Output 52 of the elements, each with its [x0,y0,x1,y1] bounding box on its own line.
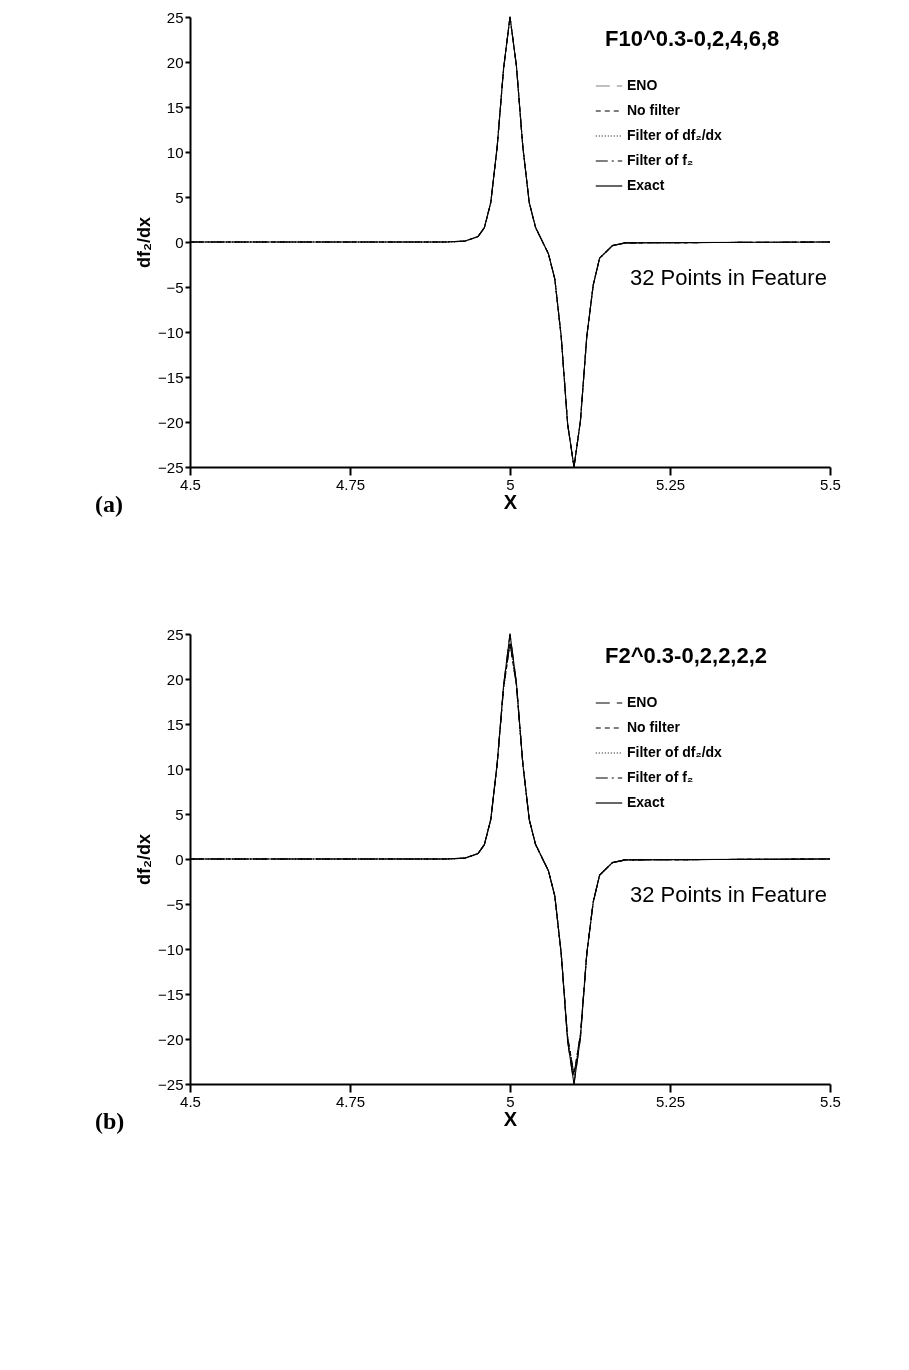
y-tick-label: 5 [175,805,184,823]
x-tick-label: 5 [506,475,515,493]
x-tick-label: 5.5 [820,1092,841,1110]
legend-label: No filter [627,102,681,118]
legend-label: Filter of f₂ [627,152,694,168]
y-axis-title: df₂/dx [134,834,155,885]
y-tick-label: 10 [166,143,184,161]
x-tick-label: 5.5 [820,475,841,493]
chart-title: F10^0.3-0,2,4,6,8 [605,26,780,51]
y-tick-label: 20 [166,670,184,688]
x-tick-label: 4.75 [335,1092,366,1110]
y-tick-label: −20 [158,1030,184,1048]
y-tick-label: 10 [166,760,184,778]
legend-label: Exact [627,177,665,193]
x-tick-label: 5 [506,1092,515,1110]
y-tick-label: 0 [175,850,184,868]
legend-label: Filter of df₂/dx [627,127,723,143]
y-tick-label: 15 [166,98,184,116]
annotation: 32 Points in Feature [630,265,827,290]
x-tick-label: 5.25 [655,475,686,493]
y-tick-label: −25 [158,1075,184,1093]
y-tick-label: 5 [175,188,184,206]
y-tick-label: 15 [166,715,184,733]
x-tick-label: 4.75 [335,475,366,493]
y-tick-label: −10 [158,323,184,341]
y-tick-label: −15 [158,368,184,386]
y-tick-label: 25 [166,625,184,643]
legend-label: ENO [627,694,658,710]
chart-title: F2^0.3-0,2,2,2,2 [605,643,768,668]
y-axis-title: df₂/dx [134,217,155,268]
y-tick-label: 20 [166,53,184,71]
y-tick-label: −10 [158,940,184,958]
text: (b) [95,1108,125,1134]
legend-label: Filter of df₂/dx [627,744,723,760]
y-tick-label: −20 [158,413,184,431]
x-tick-label: 4.5 [180,475,201,493]
x-axis-title: X [503,490,518,513]
legend-label: Exact [627,794,665,810]
x-tick-label: 5.25 [655,1092,686,1110]
y-tick-label: −15 [158,985,184,1003]
legend-label: No filter [627,719,681,735]
legend-label: ENO [627,77,658,93]
text: (a) [95,491,123,517]
x-tick-label: 4.5 [180,1092,201,1110]
annotation: 32 Points in Feature [630,882,827,907]
y-tick-label: 25 [166,8,184,26]
legend-label: Filter of f₂ [627,769,694,785]
y-tick-label: −5 [166,895,184,913]
x-axis-title: X [503,1107,518,1130]
y-tick-label: 0 [175,233,184,251]
y-tick-label: −5 [166,278,184,296]
y-tick-label: −25 [158,458,184,476]
